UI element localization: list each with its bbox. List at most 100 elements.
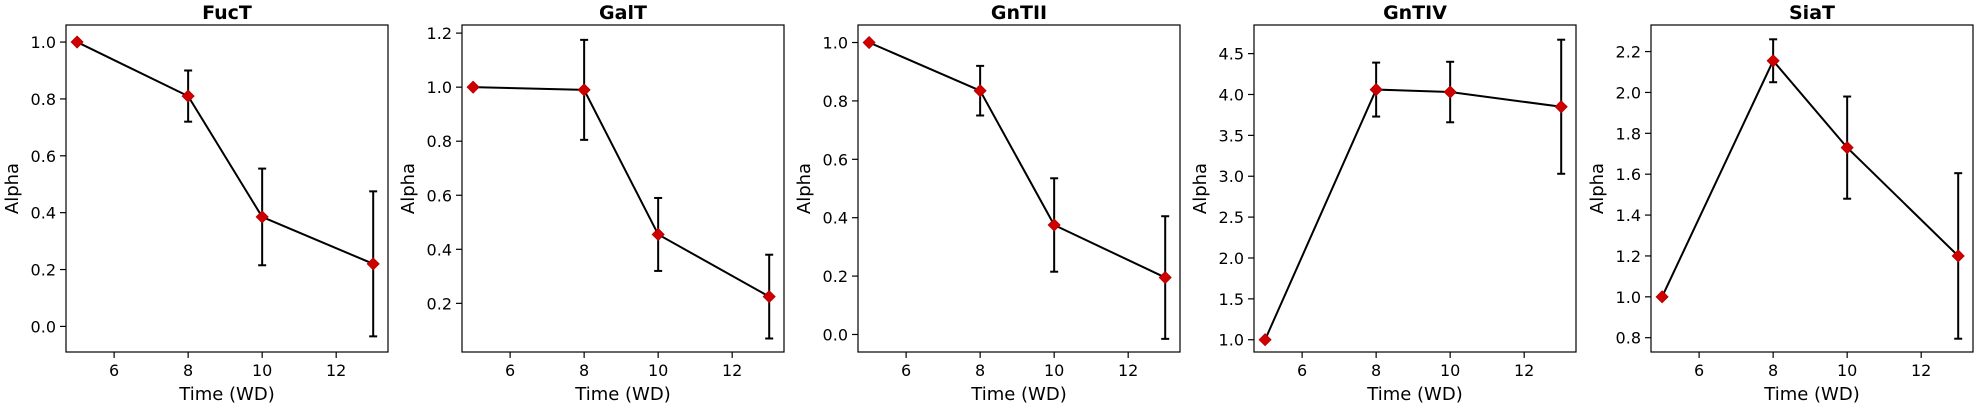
chart-panel-siat: SiaT 6 8 10 12 0.8 1.0 1.2 1.4 1.6 1.8 2.0 2.2 Time (…: [1587, 2, 1974, 405]
y-tick-label: 1.0: [1616, 288, 1641, 307]
data-point: [762, 290, 776, 304]
chart-title: GnTII: [991, 2, 1047, 24]
y-axis-label: Alpha: [398, 163, 419, 214]
x-axis-label: Time (WD): [574, 384, 670, 405]
x-tick-label: 8: [579, 361, 589, 380]
y-tick-label: 0.4: [427, 240, 452, 259]
chart-title: SiaT: [1789, 2, 1835, 24]
series-line: [473, 86, 770, 298]
x-tick-label: 10: [1440, 361, 1460, 380]
chart-title: FucT: [202, 2, 252, 24]
y-tick-label: 1.4: [1616, 206, 1641, 225]
y-tick-label: 0.2: [823, 267, 848, 286]
plot-frame: [65, 24, 389, 353]
x-tick-label: 8: [1768, 361, 1778, 380]
series-line: [1264, 88, 1562, 341]
data-point: [1840, 141, 1854, 155]
chart-title: GnTIV: [1383, 2, 1447, 24]
y-tick-label: 1.8: [1616, 124, 1641, 143]
x-axis-label: Time (WD): [1763, 384, 1859, 405]
x-tick-label: 8: [1371, 361, 1381, 380]
data-point: [1655, 290, 1669, 304]
plot-frame: [1650, 24, 1974, 353]
y-tick-label: 0.8: [1616, 329, 1641, 348]
y-tick-label: 1.6: [1616, 165, 1641, 184]
x-tick-label: 12: [1911, 361, 1931, 380]
y-tick-label: 2.5: [1219, 208, 1244, 227]
y-tick-label: 0.4: [823, 209, 848, 228]
data-point: [862, 35, 876, 50]
x-tick-label: 8: [975, 361, 985, 380]
y-tick-label: 0.2: [31, 261, 56, 280]
y-axis-label: Alpha: [1587, 163, 1608, 214]
series-line: [868, 41, 1166, 279]
y-tick-label: 1.5: [1219, 290, 1244, 309]
y-tick-label: 1.0: [31, 33, 56, 52]
data-point: [181, 89, 195, 103]
y-tick-label: 0.8: [823, 92, 848, 111]
y-tick-label: 0.6: [823, 150, 848, 169]
x-tick-label: 10: [252, 361, 272, 380]
y-tick-label: 3.0: [1219, 167, 1244, 186]
data-point: [1158, 270, 1172, 285]
y-tick-label: 3.5: [1219, 126, 1244, 145]
y-tick-label: 2.0: [1616, 83, 1641, 102]
chart-panel-galt: GalT 6 8 10 12 0.2 0.4 0.6 0.8 1.0 1.2 Time (WD) Alp…: [398, 2, 785, 405]
x-tick-label: 12: [722, 361, 742, 380]
y-tick-label: 0.2: [427, 294, 452, 313]
data-point: [651, 227, 665, 242]
x-tick-label: 6: [901, 361, 911, 380]
plot-frame: [857, 24, 1181, 353]
x-axis-label: Time (WD): [178, 384, 274, 405]
y-tick-label: 0.6: [31, 147, 56, 166]
x-tick-label: 12: [326, 361, 346, 380]
data-point: [1258, 333, 1272, 347]
chart-title: GalT: [599, 2, 647, 24]
data-point: [973, 84, 987, 98]
y-axis-label: Alpha: [1190, 163, 1211, 214]
plot-frame: [1253, 24, 1577, 353]
y-tick-label: 0.0: [823, 325, 848, 344]
x-tick-label: 6: [1694, 361, 1704, 380]
x-tick-label: 6: [505, 361, 515, 380]
data-point: [466, 80, 480, 94]
y-tick-label: 1.0: [823, 34, 848, 53]
y-tick-label: 0.8: [31, 90, 56, 109]
x-tick-label: 8: [183, 361, 193, 380]
data-point: [1766, 54, 1780, 68]
y-tick-label: 2.0: [1219, 249, 1244, 268]
data-point: [577, 83, 591, 97]
series-line: [1661, 58, 1959, 298]
x-axis-label: Time (WD): [1366, 384, 1462, 405]
x-tick-label: 12: [1514, 361, 1534, 380]
chart-panel-gntiv: GnTIV 6 8 10 12 1.0 1.5 2.0 2.5 3.0 3.5 4.0 4.5 Time …: [1190, 2, 1577, 405]
y-axis-label: Alpha: [794, 163, 815, 214]
y-tick-label: 1.2: [427, 24, 452, 43]
y-tick-label: 4.5: [1219, 45, 1244, 64]
y-tick-label: 1.0: [427, 78, 452, 97]
chart-panel-fuct: FucT 6 8 10 12 0.0 0.2 0.4 0.6 0.8 1.0 Time (WD) Alp…: [2, 2, 389, 405]
x-tick-label: 6: [109, 361, 119, 380]
x-tick-label: 6: [1297, 361, 1307, 380]
plot-frame: [461, 24, 785, 353]
y-tick-label: 1.0: [1219, 331, 1244, 350]
y-tick-label: 0.4: [31, 204, 56, 223]
x-tick-label: 10: [648, 361, 668, 380]
chart-panel-gntii: GnTII 6 8 10 12 0.0 0.2 0.4 0.6 0.8 1.0 Time (WD) Al…: [794, 2, 1181, 405]
x-tick-label: 10: [1837, 361, 1857, 380]
y-tick-label: 4.0: [1219, 85, 1244, 104]
y-tick-label: 2.2: [1616, 43, 1641, 62]
x-tick-label: 10: [1044, 361, 1064, 380]
data-point: [1951, 249, 1965, 263]
data-point: [1047, 218, 1061, 232]
x-axis-label: Time (WD): [970, 384, 1066, 405]
data-point: [366, 257, 380, 271]
data-point: [1554, 100, 1568, 114]
data-point: [255, 210, 269, 224]
data-point: [1443, 85, 1457, 99]
y-tick-label: 0.0: [31, 317, 56, 336]
y-tick-label: 0.6: [427, 186, 452, 205]
x-tick-label: 12: [1118, 361, 1138, 380]
data-point: [70, 35, 84, 49]
